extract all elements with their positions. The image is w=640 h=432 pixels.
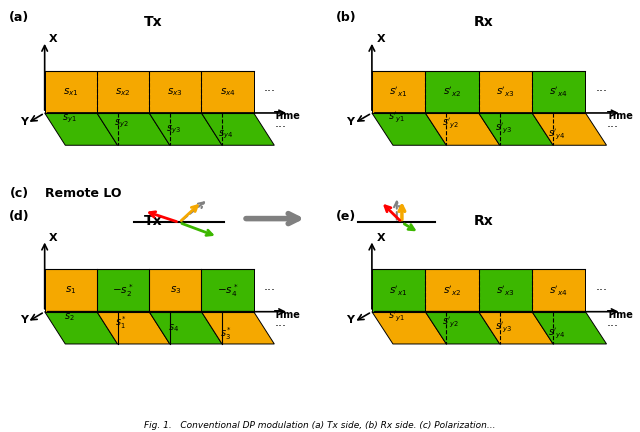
Text: $s'_{y2}$: $s'_{y2}$: [442, 315, 459, 330]
Text: Time: Time: [607, 310, 634, 320]
Polygon shape: [372, 113, 446, 145]
Text: (b): (b): [336, 11, 356, 24]
Text: $s'_{x1}$: $s'_{x1}$: [389, 283, 408, 298]
Text: $s_{y2}$: $s_{y2}$: [114, 118, 129, 130]
Text: $s'_{x3}$: $s'_{x3}$: [496, 283, 515, 298]
Text: ···: ···: [264, 86, 276, 98]
Text: (d): (d): [10, 210, 30, 223]
Polygon shape: [45, 312, 118, 344]
Text: $s'_{y3}$: $s'_{y3}$: [495, 122, 513, 137]
Text: $-s_2^*$: $-s_2^*$: [113, 282, 134, 299]
Polygon shape: [45, 270, 97, 312]
Text: (c): (c): [10, 187, 29, 200]
Polygon shape: [426, 270, 479, 312]
Text: $s_{x3}$: $s_{x3}$: [168, 86, 183, 98]
Text: Y: Y: [346, 315, 355, 325]
Text: Rx: Rx: [474, 214, 493, 228]
Text: Tx: Tx: [144, 15, 163, 29]
Polygon shape: [426, 113, 500, 145]
Polygon shape: [202, 113, 275, 145]
Text: Fig. 1.   Conventional DP modulation (a) Tx side, (b) Rx side. (c) Polarization.: Fig. 1. Conventional DP modulation (a) T…: [144, 421, 496, 430]
Text: $s'_{x2}$: $s'_{x2}$: [443, 283, 461, 298]
Polygon shape: [532, 270, 586, 312]
Polygon shape: [97, 113, 170, 145]
Text: $s_{x4}$: $s_{x4}$: [220, 86, 236, 98]
Text: $s'_{x1}$: $s'_{x1}$: [389, 85, 408, 99]
Text: ···: ···: [607, 320, 618, 333]
Text: $s_{y1}$: $s_{y1}$: [62, 112, 77, 125]
Text: $s'_{y4}$: $s'_{y4}$: [548, 128, 566, 142]
Text: $s_4$: $s_4$: [168, 322, 179, 334]
Text: (a): (a): [10, 11, 29, 24]
Text: $-s_4^*$: $-s_4^*$: [217, 282, 238, 299]
Polygon shape: [532, 312, 607, 344]
Polygon shape: [149, 312, 222, 344]
Polygon shape: [202, 71, 253, 113]
Text: $s_3^*$: $s_3^*$: [220, 325, 232, 342]
Polygon shape: [479, 270, 532, 312]
Text: ···: ···: [275, 121, 286, 134]
Text: $s'_{y4}$: $s'_{y4}$: [548, 327, 566, 340]
Text: $s'_{y2}$: $s'_{y2}$: [442, 117, 459, 131]
Text: $s_{x1}$: $s_{x1}$: [63, 86, 79, 98]
Text: $s_3$: $s_3$: [170, 285, 181, 296]
Text: X: X: [49, 34, 58, 44]
Text: ···: ···: [264, 284, 276, 297]
Polygon shape: [479, 312, 553, 344]
Polygon shape: [97, 71, 149, 113]
Text: Y: Y: [346, 117, 355, 127]
Text: Time: Time: [275, 111, 301, 121]
Text: $s'_{x3}$: $s'_{x3}$: [496, 85, 515, 99]
Polygon shape: [372, 270, 426, 312]
Text: $s_{y3}$: $s_{y3}$: [166, 123, 181, 136]
Text: $s_1$: $s_1$: [65, 285, 77, 296]
Text: $s'_{x4}$: $s'_{x4}$: [549, 283, 568, 298]
Polygon shape: [479, 71, 532, 113]
Text: $s_1^*$: $s_1^*$: [115, 314, 127, 331]
Text: Time: Time: [275, 310, 301, 320]
Text: ···: ···: [275, 320, 286, 333]
Polygon shape: [426, 312, 500, 344]
Polygon shape: [479, 113, 553, 145]
Text: ···: ···: [607, 121, 618, 134]
Polygon shape: [97, 312, 170, 344]
Text: Tx: Tx: [144, 214, 163, 228]
Polygon shape: [45, 113, 118, 145]
Text: Y: Y: [20, 315, 28, 325]
Text: $s_{x2}$: $s_{x2}$: [115, 86, 131, 98]
Polygon shape: [426, 71, 479, 113]
Text: Remote LO: Remote LO: [45, 187, 122, 200]
Text: ···: ···: [596, 284, 608, 297]
Text: (e): (e): [336, 210, 356, 223]
Polygon shape: [532, 113, 607, 145]
Text: Rx: Rx: [474, 15, 493, 29]
Text: $s'_{x4}$: $s'_{x4}$: [549, 85, 568, 99]
Text: X: X: [49, 233, 58, 243]
Text: Time: Time: [607, 111, 634, 121]
Polygon shape: [45, 71, 97, 113]
Text: $s'_{x2}$: $s'_{x2}$: [443, 85, 461, 99]
Text: X: X: [376, 233, 385, 243]
Text: Y: Y: [20, 117, 28, 127]
Polygon shape: [149, 113, 222, 145]
Polygon shape: [149, 71, 202, 113]
Polygon shape: [202, 312, 275, 344]
Text: $s'_{y3}$: $s'_{y3}$: [495, 321, 513, 335]
Polygon shape: [372, 312, 446, 344]
Polygon shape: [372, 71, 426, 113]
Text: $s_{y4}$: $s_{y4}$: [218, 129, 234, 141]
Text: $s_2$: $s_2$: [64, 311, 74, 323]
Text: $s'_{y1}$: $s'_{y1}$: [388, 111, 406, 125]
Polygon shape: [97, 270, 149, 312]
Text: ···: ···: [596, 86, 608, 98]
Text: $s'_{y1}$: $s'_{y1}$: [388, 310, 406, 324]
Polygon shape: [532, 71, 586, 113]
Polygon shape: [149, 270, 202, 312]
Text: X: X: [376, 34, 385, 44]
Polygon shape: [202, 270, 253, 312]
